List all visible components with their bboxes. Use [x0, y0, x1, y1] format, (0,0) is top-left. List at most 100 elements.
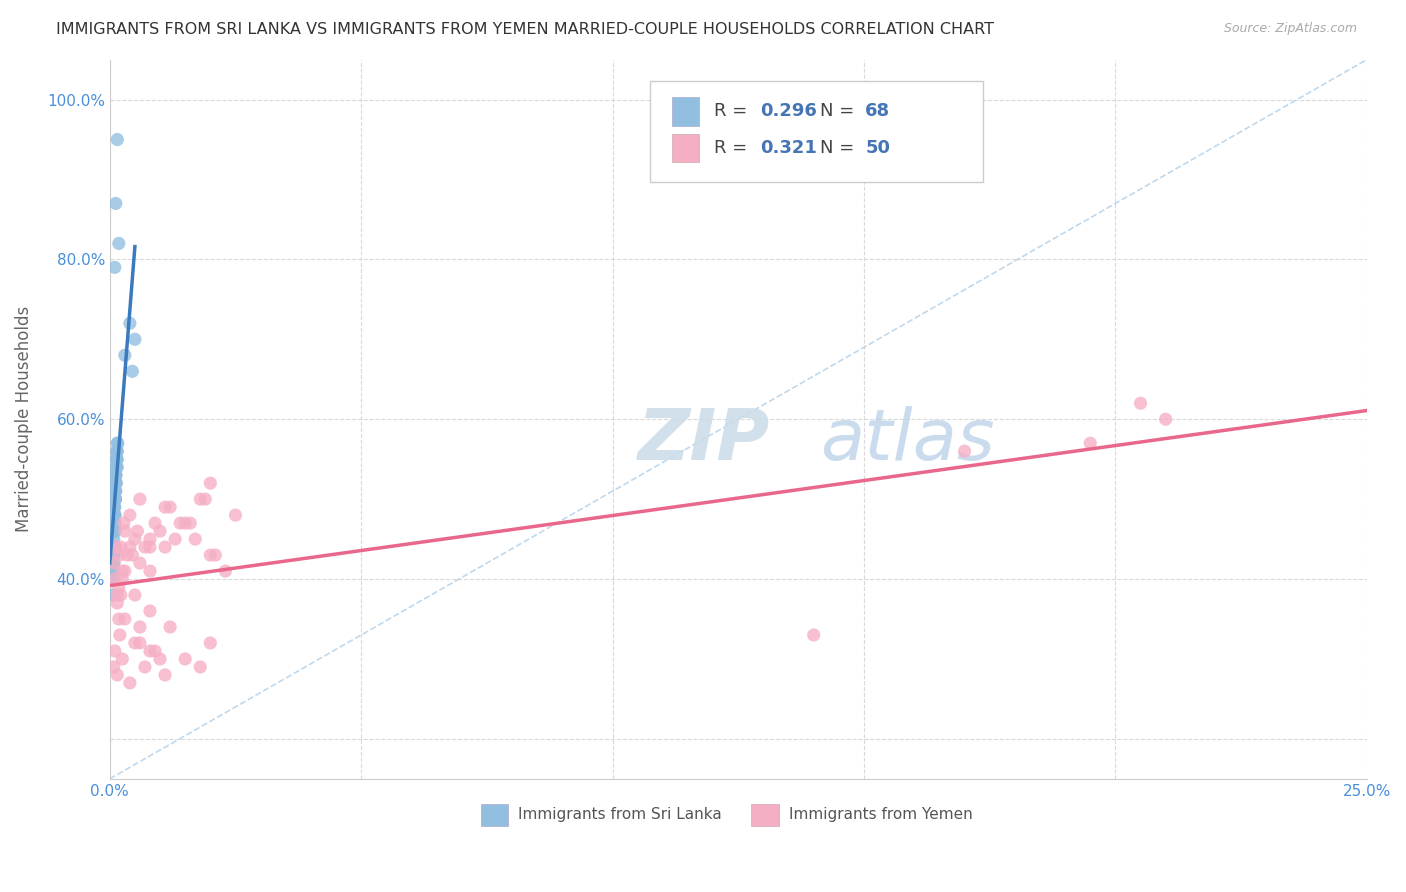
Point: [104, 524, 127, 538]
Point: [101, 572, 124, 586]
Point: [103, 556, 125, 570]
Point: [204, 548, 226, 562]
Point: [104, 492, 127, 507]
Point: [103, 508, 125, 522]
Text: N =: N =: [820, 139, 860, 157]
Point: [114, 348, 136, 362]
Point: [103, 572, 125, 586]
Point: [107, 436, 129, 450]
Point: [224, 508, 246, 522]
Point: [101, 556, 124, 570]
Point: [110, 540, 132, 554]
Point: [108, 628, 131, 642]
Point: [127, 524, 149, 538]
Text: N =: N =: [820, 103, 860, 120]
Point: [104, 468, 127, 483]
Point: [153, 668, 176, 682]
Point: [139, 564, 162, 578]
Point: [112, 516, 135, 530]
Point: [104, 508, 127, 522]
Point: [121, 364, 143, 378]
Point: [103, 524, 125, 538]
Text: atlas: atlas: [820, 406, 994, 475]
Point: [953, 444, 976, 458]
Point: [103, 516, 125, 530]
Point: [107, 236, 129, 251]
Point: [118, 676, 141, 690]
Point: [110, 588, 132, 602]
Point: [124, 636, 146, 650]
Point: [103, 660, 125, 674]
Point: [107, 580, 129, 594]
Point: [103, 556, 125, 570]
Point: [103, 564, 125, 578]
Point: [111, 572, 134, 586]
Y-axis label: Married-couple Households: Married-couple Households: [15, 306, 32, 533]
Point: [114, 524, 136, 538]
Point: [194, 492, 217, 507]
Point: [174, 516, 197, 530]
Point: [165, 532, 187, 546]
Point: [143, 644, 166, 658]
Text: Immigrants from Sri Lanka: Immigrants from Sri Lanka: [519, 807, 723, 822]
Point: [103, 516, 125, 530]
Point: [105, 132, 128, 146]
Point: [104, 484, 127, 499]
Point: [104, 492, 127, 507]
Point: [103, 556, 125, 570]
Point: [104, 484, 127, 499]
Point: [118, 508, 141, 522]
Text: Immigrants from Yemen: Immigrants from Yemen: [789, 807, 973, 822]
Point: [214, 564, 236, 578]
Point: [124, 588, 146, 602]
Point: [179, 516, 201, 530]
Point: [104, 492, 127, 507]
Point: [103, 548, 125, 562]
Text: R =: R =: [714, 103, 754, 120]
Point: [200, 476, 222, 491]
Point: [103, 500, 125, 515]
Point: [103, 492, 125, 507]
Point: [108, 548, 131, 562]
Point: [103, 508, 125, 522]
Point: [101, 564, 124, 578]
Point: [103, 540, 125, 554]
Point: [103, 524, 125, 538]
Point: [111, 652, 134, 666]
Point: [188, 492, 211, 507]
Point: [105, 460, 128, 475]
Point: [105, 460, 128, 475]
Point: [104, 476, 127, 491]
Point: [143, 516, 166, 530]
FancyBboxPatch shape: [751, 804, 779, 826]
Text: ZIP: ZIP: [638, 406, 770, 475]
Point: [101, 588, 124, 602]
Point: [1129, 396, 1152, 410]
Point: [105, 452, 128, 467]
Point: [105, 596, 128, 610]
Point: [159, 620, 181, 634]
Point: [104, 196, 127, 211]
Point: [104, 524, 127, 538]
Text: IMMIGRANTS FROM SRI LANKA VS IMMIGRANTS FROM YEMEN MARRIED-COUPLE HOUSEHOLDS COR: IMMIGRANTS FROM SRI LANKA VS IMMIGRANTS …: [56, 22, 994, 37]
Point: [104, 500, 127, 515]
FancyBboxPatch shape: [481, 804, 508, 826]
Point: [105, 436, 128, 450]
Point: [104, 476, 127, 491]
Point: [200, 548, 222, 562]
Text: R =: R =: [714, 139, 754, 157]
Point: [104, 540, 127, 554]
Point: [129, 492, 152, 507]
Point: [114, 564, 136, 578]
Text: Source: ZipAtlas.com: Source: ZipAtlas.com: [1223, 22, 1357, 36]
Point: [149, 524, 172, 538]
Text: 50: 50: [865, 139, 890, 157]
Point: [104, 492, 127, 507]
Point: [129, 636, 152, 650]
Point: [103, 548, 125, 562]
Point: [139, 644, 162, 658]
Point: [129, 620, 152, 634]
Point: [169, 516, 191, 530]
FancyBboxPatch shape: [672, 97, 699, 126]
Point: [105, 460, 128, 475]
